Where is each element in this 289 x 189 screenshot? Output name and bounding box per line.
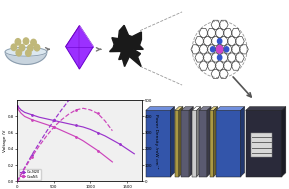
- Polygon shape: [246, 110, 282, 177]
- CoaN5: [45, 123, 48, 126]
- Polygon shape: [189, 107, 193, 177]
- CoaN5: [19, 112, 23, 114]
- Polygon shape: [171, 107, 175, 177]
- CoaN5: [81, 140, 85, 142]
- Circle shape: [19, 44, 25, 51]
- Polygon shape: [5, 52, 47, 64]
- Polygon shape: [207, 107, 211, 177]
- Co-N20: [118, 143, 121, 145]
- Circle shape: [11, 44, 17, 50]
- Polygon shape: [210, 107, 218, 110]
- Circle shape: [23, 38, 29, 44]
- Co-N20: [52, 119, 55, 122]
- Co-N20: [133, 153, 136, 155]
- Polygon shape: [66, 26, 93, 69]
- Polygon shape: [179, 107, 183, 177]
- Co-N20: [16, 105, 19, 107]
- Polygon shape: [146, 110, 171, 177]
- Polygon shape: [199, 107, 211, 110]
- Polygon shape: [192, 110, 197, 177]
- Polygon shape: [246, 107, 286, 110]
- Y-axis label: Voltage /V: Voltage /V: [3, 130, 7, 152]
- Polygon shape: [181, 107, 193, 110]
- Co-N20: [60, 121, 63, 123]
- CoaN5: [96, 149, 99, 152]
- Co-N20: [125, 148, 129, 150]
- Polygon shape: [197, 107, 201, 177]
- Polygon shape: [146, 107, 175, 110]
- Co-N20: [38, 116, 41, 118]
- Polygon shape: [216, 110, 241, 177]
- CoaN5: [16, 107, 19, 109]
- Polygon shape: [5, 47, 47, 56]
- Circle shape: [15, 39, 21, 45]
- Circle shape: [34, 44, 40, 51]
- Co-N20: [74, 124, 77, 126]
- Polygon shape: [214, 107, 218, 177]
- CoaN5: [103, 155, 107, 157]
- CoaN5: [30, 119, 34, 121]
- Circle shape: [218, 39, 222, 44]
- Circle shape: [216, 46, 223, 53]
- Polygon shape: [199, 110, 207, 177]
- Polygon shape: [175, 107, 183, 110]
- Co-N20: [111, 139, 114, 141]
- Co-N20: [89, 128, 92, 131]
- Polygon shape: [282, 107, 286, 177]
- Polygon shape: [192, 107, 201, 110]
- CoaN5: [52, 126, 55, 128]
- Circle shape: [218, 55, 222, 60]
- Circle shape: [31, 39, 36, 46]
- Polygon shape: [110, 25, 143, 67]
- Co-N20: [23, 111, 26, 113]
- Line: Co-N20: Co-N20: [17, 105, 135, 154]
- CoaN5: [89, 145, 92, 147]
- Co-N20: [45, 118, 48, 120]
- Co-N20: [81, 126, 85, 128]
- Circle shape: [16, 50, 22, 56]
- Polygon shape: [251, 133, 272, 157]
- Co-N20: [103, 135, 107, 137]
- Co-N20: [19, 109, 23, 111]
- Legend: Co-N20, CoaN5: Co-N20, CoaN5: [19, 169, 41, 180]
- Circle shape: [210, 47, 215, 52]
- CoaN5: [60, 129, 63, 131]
- CoaN5: [67, 132, 70, 135]
- Polygon shape: [241, 107, 245, 177]
- Circle shape: [225, 47, 229, 52]
- Circle shape: [28, 45, 33, 51]
- Co-N20: [67, 123, 70, 125]
- Co-N20: [96, 132, 99, 134]
- Polygon shape: [181, 110, 189, 177]
- Circle shape: [26, 50, 31, 56]
- Polygon shape: [216, 107, 245, 110]
- Polygon shape: [175, 110, 179, 177]
- Polygon shape: [210, 110, 214, 177]
- Line: CoaN5: CoaN5: [17, 108, 113, 163]
- CoaN5: [111, 161, 114, 163]
- CoaN5: [23, 115, 26, 118]
- CoaN5: [38, 121, 41, 123]
- Co-N20: [30, 114, 34, 116]
- Y-axis label: Power Density /mW cm⁻²: Power Density /mW cm⁻²: [154, 114, 158, 168]
- CoaN5: [74, 136, 77, 138]
